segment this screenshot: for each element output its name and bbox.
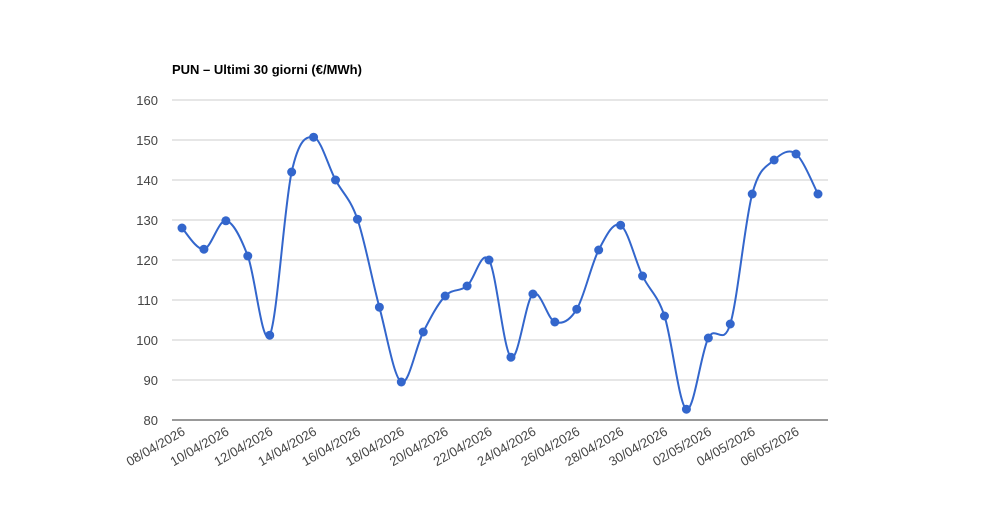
point [659, 311, 669, 321]
point [747, 189, 757, 199]
point [725, 319, 735, 329]
point [769, 155, 779, 165]
point [221, 216, 231, 226]
point [703, 333, 713, 343]
point [374, 302, 384, 312]
point [484, 255, 494, 265]
point [572, 304, 582, 314]
point [199, 244, 209, 254]
y-tick-label: 130 [136, 213, 158, 228]
point [616, 220, 626, 230]
y-tick-label: 90 [144, 373, 158, 388]
point [418, 327, 428, 337]
point [813, 189, 823, 199]
point [287, 167, 297, 177]
point [638, 271, 648, 281]
y-tick-label: 140 [136, 173, 158, 188]
y-tick-label: 150 [136, 133, 158, 148]
point [331, 175, 341, 185]
point [594, 245, 604, 255]
point [528, 289, 538, 299]
point [352, 214, 362, 224]
point [265, 330, 275, 340]
y-tick-label: 120 [136, 253, 158, 268]
point [550, 317, 560, 327]
point [506, 352, 516, 362]
point [309, 132, 319, 142]
y-tick-label: 80 [144, 413, 158, 428]
point [791, 149, 801, 159]
y-tick-label: 110 [137, 293, 158, 308]
point [243, 251, 253, 261]
point [440, 291, 450, 301]
chart-title: PUN – Ultimi 30 giorni (€/MWh) [172, 62, 362, 77]
point [681, 404, 691, 414]
y-tick-label: 160 [136, 93, 158, 108]
point [396, 377, 406, 387]
y-tick-label: 100 [136, 333, 158, 348]
line [181, 135, 819, 411]
point [462, 281, 472, 291]
point [177, 223, 187, 233]
